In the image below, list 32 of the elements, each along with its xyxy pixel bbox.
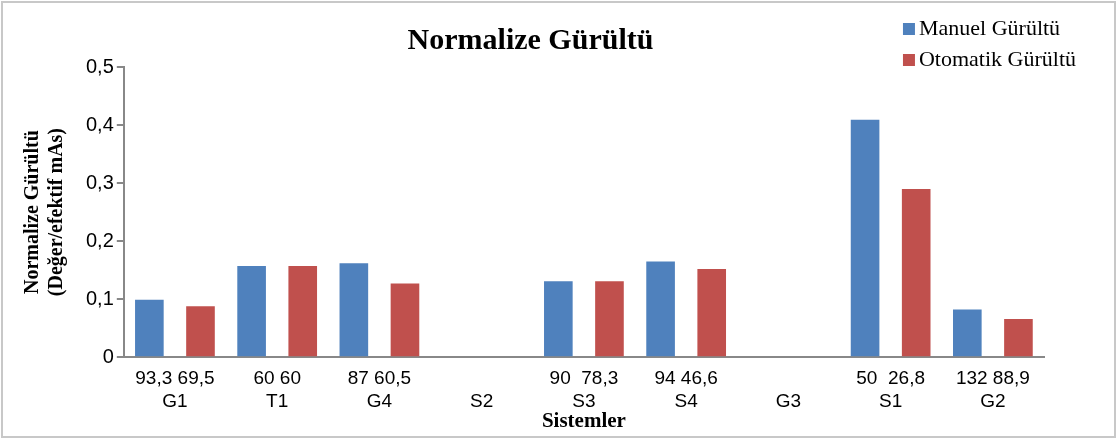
bar xyxy=(288,266,318,357)
bar xyxy=(135,299,164,357)
bar xyxy=(544,281,573,357)
bar xyxy=(646,261,675,357)
x-tick-label: 60 60 T1 xyxy=(253,366,301,411)
x-tick-label: 87 60,5 G4 xyxy=(347,366,412,411)
x-tick-label: 93,3 69,5 G1 xyxy=(135,366,215,411)
legend-label: Manuel Gürültü xyxy=(918,14,1061,40)
y-tick-label: 0,5 xyxy=(85,54,114,77)
y-tick-label: 0,3 xyxy=(85,170,114,193)
x-tick-label: G3 xyxy=(775,389,802,411)
x-tick-label: 94 46,6 S4 xyxy=(654,366,718,411)
legend-label: Otomatik Gürültü xyxy=(918,45,1077,71)
y-tick-label: 0 xyxy=(102,344,114,367)
bar xyxy=(186,306,215,357)
bar xyxy=(697,268,727,357)
bar xyxy=(850,119,880,357)
bar xyxy=(953,309,982,357)
y-axis-title: Normalize Gürültü (Değer/efektif mAs) xyxy=(20,127,68,297)
y-tick-label: 0,1 xyxy=(85,286,114,309)
bar xyxy=(237,266,266,357)
x-tick-label: 50 26,8 S1 xyxy=(856,366,925,411)
x-tick-label: 132 88,9 G2 xyxy=(955,366,1030,411)
bar xyxy=(595,281,624,357)
y-tick-label: 0,2 xyxy=(85,228,114,251)
bar xyxy=(1004,318,1033,357)
chart-title: Normalize Gürültü xyxy=(407,21,654,55)
bar xyxy=(390,283,420,357)
bar xyxy=(339,263,369,357)
y-tick-label: 0,4 xyxy=(85,112,114,135)
bar xyxy=(901,188,931,357)
x-tick-label: S2 xyxy=(470,389,494,411)
